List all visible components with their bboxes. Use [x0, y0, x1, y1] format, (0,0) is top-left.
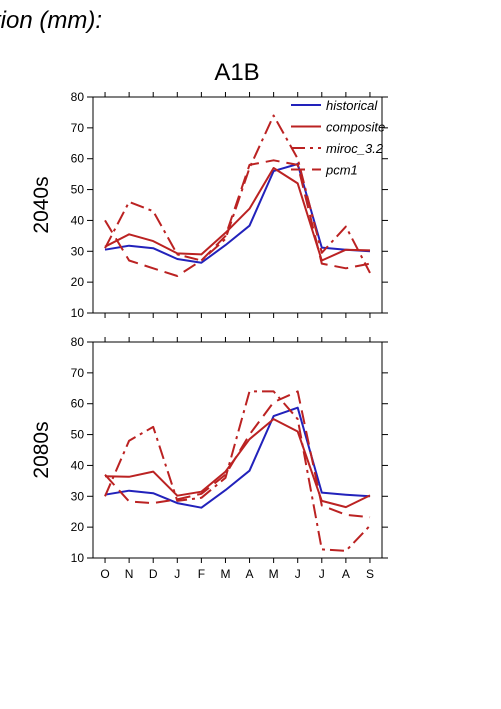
- series-line-composite: [104, 418, 371, 509]
- panel-2040s: 10 20 30 40 50 60 70 80 2040s historical composite…: [30, 90, 388, 320]
- y-tick-label: 20: [71, 520, 85, 534]
- x-tick-label: A: [342, 567, 350, 581]
- y-tick-label: 80: [71, 335, 85, 349]
- plot-frame: [92, 96, 383, 314]
- x-tick-label: M: [269, 567, 279, 581]
- y-tick-label: 70: [71, 121, 85, 135]
- y-tick-label: 50: [71, 428, 85, 442]
- x-tick-label: J: [295, 567, 301, 581]
- y-tick-label: 10: [71, 306, 85, 320]
- y-tick-label: 70: [71, 366, 85, 380]
- y-tick-label: 40: [71, 213, 85, 227]
- x-tick-label: D: [149, 567, 158, 581]
- y-tick-label: 20: [71, 275, 85, 289]
- x-tick-label: A: [246, 567, 254, 581]
- legend-label: composite: [326, 120, 385, 135]
- y-tick-label: 80: [71, 90, 85, 104]
- panel-label: 2080s: [30, 421, 53, 478]
- chart-panels: 10 20 30 40 50 60 70 80 2040s historical composite…: [30, 90, 388, 581]
- y-tick-label: 10: [71, 551, 85, 565]
- legend-label: miroc_3.2: [326, 141, 384, 156]
- x-tick-label: N: [125, 567, 134, 581]
- figure-title: tion (mm):: [0, 7, 102, 34]
- x-tick-label: M: [220, 567, 230, 581]
- scenario-title: A1B: [214, 59, 259, 86]
- x-tick-label: J: [319, 567, 325, 581]
- y-tick-label: 60: [71, 397, 85, 411]
- panel-label: 2040s: [30, 176, 53, 233]
- y-tick-label: 50: [71, 183, 85, 197]
- y-tick-label: 30: [71, 244, 85, 258]
- series-line-historical: [104, 406, 371, 509]
- x-tick-label: F: [198, 567, 205, 581]
- x-tick-label: S: [366, 567, 374, 581]
- y-tick-label: 60: [71, 152, 85, 166]
- legend-label: pcm1: [325, 163, 358, 178]
- plot-frame: [92, 341, 383, 559]
- y-tick-label: 30: [71, 489, 85, 503]
- legend-label: historical: [326, 98, 378, 113]
- x-tick-label: O: [100, 567, 109, 581]
- panel-2080s: 10 20 30 40 50 60 70 80 O N D J F M A M J J A S 2080s: [30, 335, 388, 581]
- series-line-composite: [104, 167, 371, 262]
- y-tick-label: 40: [71, 458, 85, 472]
- x-tick-label: J: [174, 567, 180, 581]
- series-line-pcm1: [104, 159, 371, 277]
- series-line-historical: [104, 163, 371, 264]
- series-line-miroc-3-2: [104, 390, 371, 552]
